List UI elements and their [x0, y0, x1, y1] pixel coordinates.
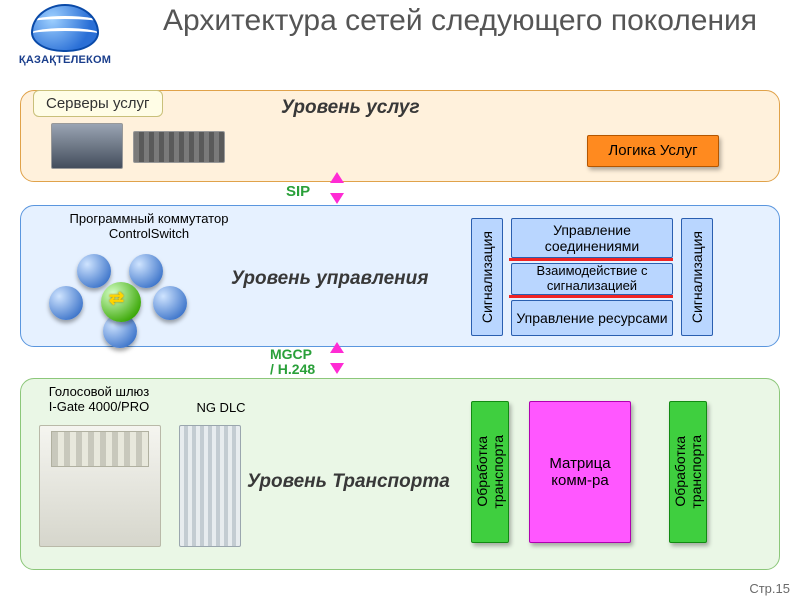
control-switch-label-line2: ControlSwitch [109, 226, 189, 241]
voice-gateway-label-line1: Голосовой шлюз [49, 384, 150, 399]
server-equipment-1-icon [51, 123, 123, 169]
voice-gateway-rack-icon [51, 431, 149, 467]
red-separator-1 [509, 258, 673, 261]
mgcp-arrow-icon [330, 342, 344, 374]
services-level-label: Уровень услуг [281, 97, 420, 119]
control-switch-label-line1: Программный коммутатор [70, 211, 229, 226]
logo-brand: ҚАЗАҚТЕЛЕКОМ [10, 54, 120, 66]
sip-label: SIP [286, 183, 310, 200]
sig-iw-box: Взаимодействие с сигнализацией [511, 263, 673, 295]
page-number: Стр.15 [749, 581, 790, 596]
control-switch-label: Программный коммутатор ControlSwitch [39, 212, 259, 242]
services-title-box: Серверы услуг [33, 90, 163, 117]
signaling-box-left: Сигнализация [471, 218, 503, 336]
red-separator-2 [509, 295, 673, 298]
transport-proc-left: Обработка транспорта [471, 401, 509, 543]
ngdlc-label: NG DLC [181, 401, 261, 416]
voice-gateway-label-line2: I-Gate 4000/PRO [49, 399, 149, 414]
sip-arrow-icon [330, 172, 344, 204]
signaling-label-left: Сигнализация [479, 231, 495, 323]
ngdlc-icon [179, 425, 241, 547]
layer-control: Программный коммутатор ControlSwitch Уро… [20, 205, 780, 347]
signaling-label-right: Сигнализация [689, 231, 705, 323]
layer-services: Серверы услуг Уровень услуг Логика Услуг [20, 90, 780, 182]
transport-level-label: Уровень Транспорта [247, 471, 450, 493]
logo-globe-icon [31, 4, 99, 52]
control-level-label: Уровень управления [231, 268, 428, 290]
control-switch-diagram-icon: ⇄ [49, 254, 189, 344]
switch-matrix-box: Матрица комм-ра [529, 401, 631, 543]
logo-block: ҚАЗАҚТЕЛЕКОМ [10, 4, 120, 66]
signaling-box-right: Сигнализация [681, 218, 713, 336]
transport-proc-right-label: Обработка транспорта [672, 435, 704, 509]
conn-mgmt-box: Управление соединениями [511, 218, 673, 258]
res-mgmt-box: Управление ресурсами [511, 300, 673, 336]
slide-root: ҚАЗАҚТЕЛЕКОМ Архитектура сетей следующег… [0, 0, 800, 600]
transport-proc-left-label: Обработка транспорта [474, 435, 506, 509]
layer-transport: Голосовой шлюз I-Gate 4000/PRO NG DLC Ур… [20, 378, 780, 570]
mgcp-label: MGCP / H.248 [270, 347, 315, 378]
server-equipment-2-icon [133, 131, 225, 163]
voice-gateway-label: Голосовой шлюз I-Gate 4000/PRO [29, 385, 169, 415]
logic-services-box: Логика Услуг [587, 135, 719, 167]
transport-proc-right: Обработка транспорта [669, 401, 707, 543]
slide-title: Архитектура сетей следующего поколения [130, 4, 790, 39]
